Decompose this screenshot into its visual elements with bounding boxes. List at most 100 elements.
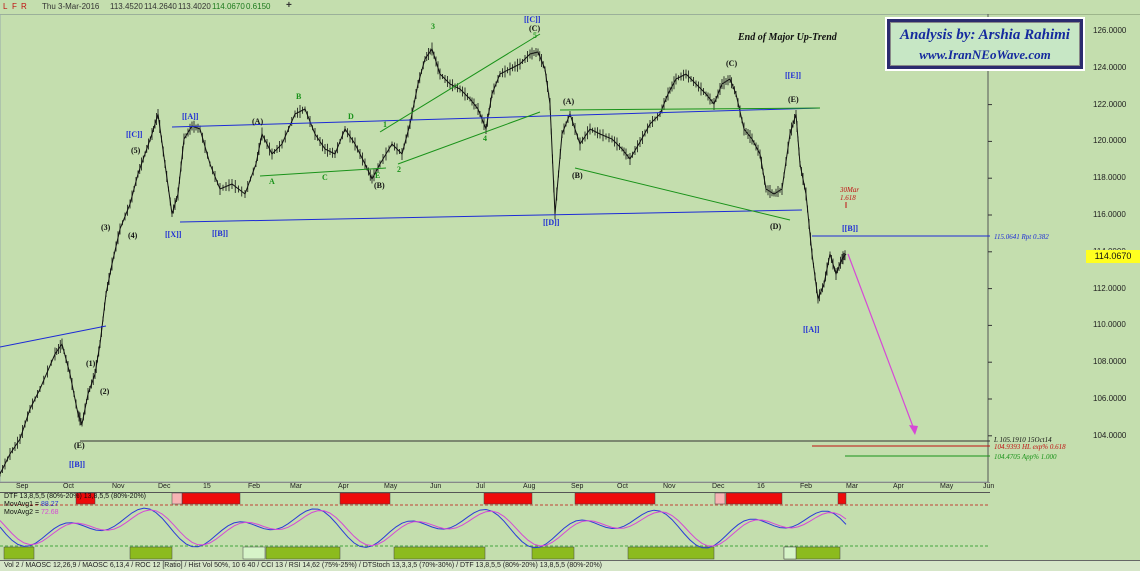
movavg2-label: MovAvg2 =: [4, 509, 42, 516]
time-axis-label: Oct: [617, 483, 628, 490]
projection-arrow: [847, 253, 916, 433]
wave-label: (3): [101, 223, 111, 232]
wave-label: (C): [726, 59, 738, 68]
movavg2-value: 72.68: [41, 509, 59, 516]
wave-label: 5: [533, 31, 537, 40]
trendline-green-5: [574, 167, 791, 221]
wave-label: [[E]]: [785, 71, 801, 80]
oscillator-panel[interactable]: DTF 13,8,5,5 (80%-20%) 13,8,5,5 (80%-20%…: [0, 492, 990, 561]
wave-label: A: [269, 177, 275, 186]
movavg1-value: 88.27: [41, 501, 59, 508]
wave-label: 3: [431, 22, 435, 31]
wave-label: (B): [374, 181, 385, 190]
time-axis-label: Apr: [338, 483, 349, 490]
wave-label: 4: [483, 134, 487, 143]
price-bars: [0, 42, 846, 477]
price-axis-label: 116.0000: [1093, 210, 1126, 219]
bar-low: 113.4020: [178, 2, 211, 11]
time-axis-label: 15: [203, 483, 211, 490]
price-axis-label: 118.0000: [1093, 173, 1126, 183]
wave-label: D: [348, 112, 354, 121]
oversold-zone: [531, 546, 575, 560]
movavg1-row: MovAvg1 = 88.27: [4, 501, 59, 508]
time-axis-label: Jul: [476, 483, 485, 490]
oscillator-title: DTF 13,8,5,5 (80%-20%) 13,8,5,5 (80%-20%…: [4, 493, 147, 500]
oscillator-line-blue: [0, 507, 847, 549]
wave-label: B: [296, 92, 302, 101]
wave-label: (2): [100, 387, 110, 396]
bar-date: Thu 3-Mar-2016: [42, 2, 100, 11]
time-axis-label: Mar: [290, 483, 303, 490]
time-axis-label: Dec: [712, 483, 725, 490]
time-axis-label: Feb: [800, 483, 813, 490]
trendline-green-1: [259, 167, 387, 177]
level-app-label: 104.4705 App% 1.000: [994, 453, 1057, 461]
price-chart-canvas[interactable]: [0, 14, 1140, 482]
time-axis-label: 16: [757, 483, 765, 490]
wave-label: (C): [529, 24, 541, 33]
overbought-zone: [574, 493, 656, 505]
time-axis-label: May: [940, 483, 954, 490]
trendline-upper: [171, 107, 821, 128]
oversold-zone: [129, 546, 173, 560]
trendline-lower: [179, 209, 803, 223]
time-axis-label: Sep: [16, 483, 29, 490]
oversold-zone: [627, 546, 715, 560]
add-indicator-button[interactable]: +: [286, 0, 292, 11]
overbought-zone: [181, 493, 241, 505]
wave-label: (1): [86, 359, 96, 368]
overbought-zone: [483, 493, 533, 505]
flag-f[interactable]: F: [12, 2, 17, 11]
price-series-line: [0, 47, 847, 475]
analysis-banner-inner: Analysis by: Arshia Rahimi www.IranNEoWa…: [890, 22, 1080, 66]
wave-label: [[B]]: [212, 229, 228, 238]
wave-label: [[A]]: [803, 325, 820, 334]
projection-arrow-head: [909, 425, 918, 435]
price-axis-ticks: [988, 30, 992, 437]
wave-label: [[D]]: [543, 218, 560, 227]
analysis-url[interactable]: www.IranNEoWave.com: [919, 47, 1051, 62]
oscillator-line-magenta: [0, 509, 847, 547]
time-axis: Sep Oct Nov Dec 15 Feb Mar Apr May Jun Jul Aug Sep Oc…: [0, 482, 994, 493]
time-axis-label: Aug: [523, 483, 536, 490]
wave-label: (D): [770, 222, 782, 231]
wave-label: (4): [128, 231, 138, 240]
annotation-end-trend: End of Major Up-Trend: [738, 32, 837, 43]
flag-r[interactable]: R: [21, 2, 27, 11]
time-axis-label: Sep: [571, 483, 584, 490]
time-axis-label: Jun: [983, 483, 995, 490]
indicator-tabs[interactable]: Vol 2 / MAOSC 12,26,9 / MAOSC 6,13,4 / R…: [0, 560, 1140, 571]
overbought-zone: [339, 493, 391, 505]
bar-high: 114.2640: [144, 2, 177, 11]
wave-label: (E): [74, 441, 85, 450]
oversold-zone: [3, 546, 35, 560]
time-axis-label: May: [384, 483, 398, 490]
wave-label: [[X]]: [165, 230, 182, 239]
time-axis-label: Jun: [430, 483, 442, 490]
wave-label: (E): [788, 95, 799, 104]
trendline-green-2: [379, 33, 541, 133]
wave-label: (B): [572, 171, 583, 180]
analysis-title: Analysis by: Arshia Rahimi: [900, 27, 1070, 43]
flag-l[interactable]: L: [3, 2, 8, 11]
time-note-ratio: 1.618: [840, 194, 856, 202]
movavg2-row: MovAvg2 = 72.68: [4, 509, 59, 516]
wave-label: 1: [383, 120, 387, 129]
time-note-date: 30Mar: [840, 186, 860, 194]
oversold-zone-light: [242, 546, 266, 560]
wave-label: [[C]]: [524, 15, 541, 24]
time-axis-label: Mar: [846, 483, 859, 490]
time-axis-label: Dec: [158, 483, 171, 490]
indicator-list[interactable]: Vol 2 / MAOSC 12,26,9 / MAOSC 6,13,4 / R…: [4, 562, 603, 569]
trendline-early: [0, 325, 107, 348]
price-chart[interactable]: 126.0000 124.0000 122.0000 120.0000 118.0000…: [0, 14, 1140, 482]
price-axis-label: 122.0000: [1093, 99, 1127, 109]
price-axis-label: 108.0000: [1093, 357, 1127, 367]
oversold-zone: [393, 546, 486, 560]
overbought-zone-light: [714, 493, 726, 505]
oscillator-canvas[interactable]: [0, 493, 990, 561]
bar-close: 114.0670: [212, 2, 245, 11]
wave-label: (A): [252, 117, 264, 126]
overbought-zone-light: [171, 493, 183, 505]
price-axis-label: 126.0000: [1093, 26, 1127, 35]
